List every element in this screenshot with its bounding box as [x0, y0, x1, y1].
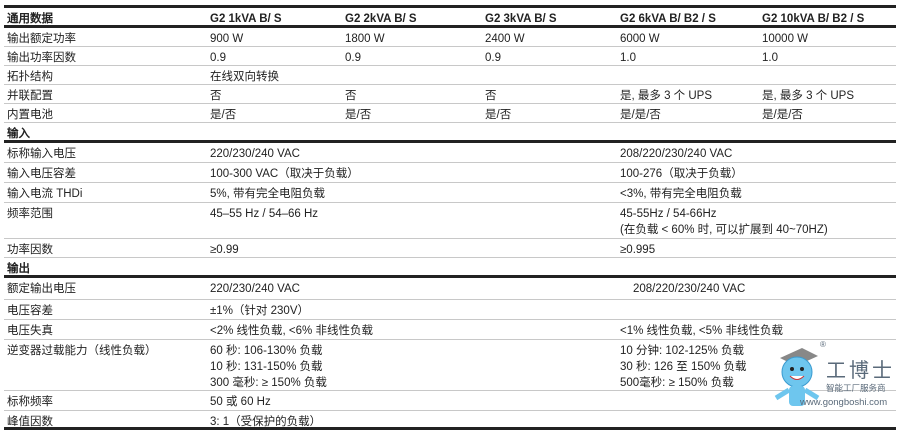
registered-mark: ®: [820, 340, 826, 349]
table-cell: <2% 线性负载, <6% 非线性负载: [210, 325, 373, 337]
table-cell: 50 或 60 Hz: [210, 396, 271, 408]
table-header-row: 通用数据 G2 1kVA B/ S G2 2kVA B/ S G2 3kVA B/ S…: [4, 8, 896, 28]
brand-name: 工博士: [826, 358, 895, 382]
section-header-row: 输入: [4, 123, 896, 143]
column-header: G2 6kVA B/ B2 / S: [620, 13, 716, 25]
row-label: 输入电流 THDi: [7, 188, 83, 200]
table-cell: 否: [345, 90, 357, 102]
table-row: 标称输入电压 220/230/240 VAC 208/220/230/240 VAC: [4, 143, 896, 163]
table-row: 内置电池 是/否 是/否 是/否 是/是/否 是/是/否: [4, 104, 896, 123]
column-header: G2 10kVA B/ B2 / S: [762, 13, 865, 25]
table-cell: 45–55 Hz / 54–66 Hz: [210, 208, 319, 220]
table-cell: 100-300 VAC（取决于负载）: [210, 168, 359, 180]
table-cell: 1800 W: [345, 33, 385, 45]
table-row: 输出功率因数 0.9 0.9 0.9 1.0 1.0: [4, 47, 896, 66]
table-cell: ≥0.99: [210, 244, 239, 256]
table-cell: 2400 W: [485, 33, 525, 45]
table-cell: 208/220/230/240 VAC: [633, 283, 746, 295]
brand-url: www.gongboshi.com: [800, 397, 888, 408]
table-cell: 3: 1（受保护的负载）: [210, 416, 322, 428]
row-label: 标称频率: [7, 396, 53, 408]
table-cell: 是, 最多 3 个 UPS: [762, 90, 855, 102]
table-cell: 是, 最多 3 个 UPS: [620, 90, 713, 102]
row-label: 输出额定功率: [7, 33, 76, 45]
table-cell: ≥0.995: [620, 244, 656, 256]
table-cell: 1.0: [762, 52, 778, 64]
row-label: 通用数据: [7, 13, 53, 25]
table-row: 输入电压容差 100-300 VAC（取决于负载） 100-276（取决于负载）: [4, 163, 896, 183]
table-cell: 220/230/240 VAC: [210, 148, 300, 160]
table-cell: 0.9: [210, 52, 226, 64]
table-row: 峰值因数 3: 1（受保护的负载）: [4, 411, 896, 430]
table-row: 功率因数 ≥0.99 ≥0.995: [4, 239, 896, 258]
table-cell: 是/是/否: [762, 109, 803, 121]
table-cell: <3%, 带有完全电阻负载: [620, 188, 742, 200]
row-label: 并联配置: [7, 90, 53, 102]
row-label: 逆变器过载能力（线性负载）: [7, 345, 157, 357]
table-cell: 是/否: [210, 109, 237, 121]
row-label: 内置电池: [7, 109, 53, 121]
table-cell: 是/否: [345, 109, 372, 121]
row-label: 额定输出电压: [7, 283, 76, 295]
row-label: 输出功率因数: [7, 52, 76, 64]
table-cell: 5%, 带有完全电阻负载: [210, 188, 326, 200]
table-cell: 0.9: [345, 52, 361, 64]
mascot-icon: [774, 348, 820, 406]
watermark-logo: ® 工博士 智能工厂服务商 www.gongboshi.com: [772, 340, 898, 428]
table-row: 额定输出电压 220/230/240 VAC 208/220/230/240 VAC: [4, 278, 896, 300]
table-cell: 220/230/240 VAC: [210, 283, 300, 295]
row-label: 功率因数: [7, 244, 53, 256]
row-label: 电压失真: [7, 325, 53, 337]
table-cell: 6000 W: [620, 33, 660, 45]
table-cell: 0.9: [485, 52, 501, 64]
section-title: 输出: [7, 263, 30, 275]
column-header: G2 2kVA B/ S: [345, 13, 417, 25]
row-label: 输入电压容差: [7, 168, 76, 180]
table-cell: 100-276（取决于负载）: [620, 168, 743, 180]
table-row: 输出额定功率 900 W 1800 W 2400 W 6000 W 10000 W: [4, 28, 896, 47]
table-row: 电压失真 <2% 线性负载, <6% 非线性负载 <1% 线性负载, <5% 非线性…: [4, 320, 896, 340]
table-cell: ±1%（针对 230V）: [210, 305, 309, 317]
table-row: 频率范围 45–55 Hz / 54–66 Hz 45-55Hz / 54-66Hz…: [4, 203, 896, 239]
row-label: 拓扑结构: [7, 71, 53, 83]
column-header: G2 1kVA B/ S: [210, 13, 282, 25]
table-row: 电压容差 ±1%（针对 230V）: [4, 300, 896, 320]
row-label: 标称输入电压: [7, 148, 76, 160]
table-cell: 60 秒: 106-130% 负载 10 秒: 131-150% 负载 300 …: [210, 345, 327, 389]
table-cell: 10 分钟: 102-125% 负载 30 秒: 126 至 150% 负载 5…: [620, 345, 747, 389]
table-cell: 否: [210, 90, 222, 102]
row-label: 电压容差: [7, 305, 53, 317]
table-cell: 10000 W: [762, 33, 809, 45]
column-header: G2 3kVA B/ S: [485, 13, 557, 25]
table-cell: 是/是/否: [620, 109, 661, 121]
table-cell: <1% 线性负载, <5% 非线性负载: [620, 325, 783, 337]
brand-tagline: 智能工厂服务商: [826, 383, 886, 393]
table-row: 逆变器过载能力（线性负载） 60 秒: 106-130% 负载 10 秒: 131…: [4, 340, 896, 391]
table-cell: 45-55Hz / 54-66Hz (在负载 < 60% 时, 可以扩展到 40…: [620, 208, 828, 236]
table-cell: 否: [485, 90, 497, 102]
table-row: 拓扑结构 在线双向转换: [4, 66, 896, 85]
table-row: 并联配置 否 否 否 是, 最多 3 个 UPS 是, 最多 3 个 UPS: [4, 85, 896, 104]
section-header-row: 输出: [4, 258, 896, 278]
table-cell: 1.0: [620, 52, 636, 64]
spec-table: 通用数据 G2 1kVA B/ S G2 2kVA B/ S G2 3kVA B/ S…: [4, 5, 896, 430]
table-row: 标称频率 50 或 60 Hz: [4, 391, 896, 411]
row-label: 峰值因数: [7, 416, 53, 428]
section-title: 输入: [7, 128, 30, 140]
table-cell: 208/220/230/240 VAC: [620, 148, 733, 160]
table-cell: 900 W: [210, 33, 244, 45]
table-cell: 是/否: [485, 109, 512, 121]
row-label: 频率范围: [7, 208, 53, 220]
table-row: 输入电流 THDi 5%, 带有完全电阻负载 <3%, 带有完全电阻负载: [4, 183, 896, 203]
table-cell: 在线双向转换: [210, 71, 279, 83]
